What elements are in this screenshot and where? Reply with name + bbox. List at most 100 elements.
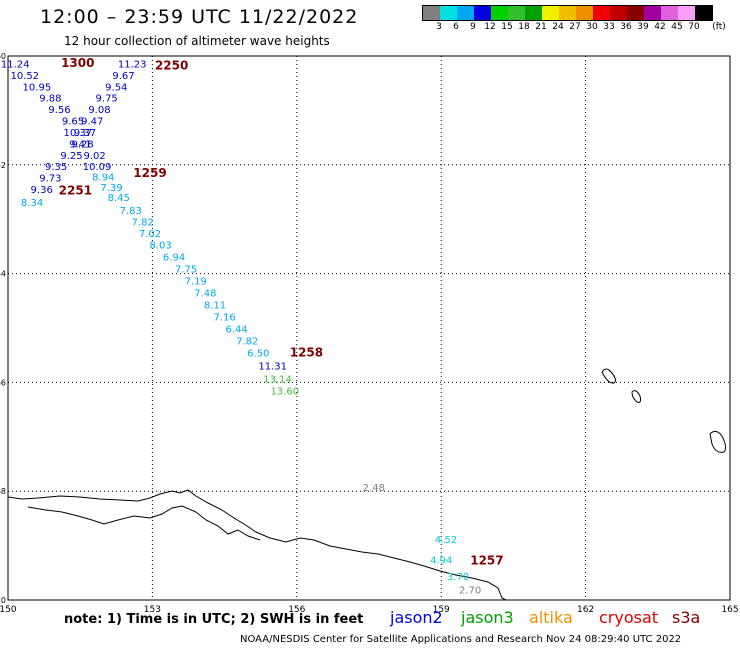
wave-height-point: 2.70	[459, 585, 481, 596]
wave-height-point: 10.09	[83, 162, 112, 173]
wave-height-point: 7.82	[132, 218, 154, 229]
wave-height-point: 9.28	[71, 139, 93, 150]
legend-label: 27	[569, 22, 581, 32]
wave-height-point: 7.48	[194, 288, 216, 299]
wave-height-point: 9.37	[74, 128, 96, 139]
wave-height-point: 4.52	[435, 535, 457, 546]
legend-swatch	[627, 6, 644, 20]
wave-height-point: 4.94	[430, 556, 452, 567]
wave-height-point: 8.11	[204, 300, 226, 311]
wave-height-point: 3.70	[447, 572, 469, 583]
footer-credit: NOAA/NESDIS Center for Satellite Applica…	[240, 634, 682, 645]
y-tick-label: -60	[0, 52, 6, 61]
satellite-jason3: jason3	[461, 608, 514, 627]
island-outline	[709, 430, 727, 453]
wave-height-point: 7.39	[100, 183, 122, 194]
coastline	[7, 489, 507, 601]
legend-label: 39	[637, 22, 649, 32]
y-tick-label: -66	[0, 378, 6, 387]
legend-label: 24	[552, 22, 564, 32]
pass-time-label: 1257	[470, 554, 503, 568]
wave-height-point: 9.41	[69, 139, 91, 150]
wave-height-point: 11.24	[1, 59, 30, 70]
legend-swatch	[508, 6, 525, 20]
wave-height-point: 6.94	[163, 253, 185, 264]
satellite-jason2: jason2	[390, 608, 443, 627]
legend-swatch	[695, 6, 712, 20]
pass-time-label: 1300	[61, 56, 94, 70]
satellite-altika: altika	[529, 608, 573, 627]
legend-swatch	[457, 6, 474, 20]
legend-label: (ft)	[712, 22, 726, 32]
legend-swatch	[576, 6, 593, 20]
legend-label: 42	[654, 22, 666, 32]
legend-label: 45	[671, 22, 683, 32]
island-outline	[601, 368, 616, 384]
pass-time-label: 2251	[59, 184, 92, 198]
legend-swatch	[678, 6, 695, 20]
wave-height-point: 9.02	[84, 151, 106, 162]
x-tick-label: 150	[0, 605, 17, 615]
wave-height-point: 9.67	[112, 71, 134, 82]
chart-subtitle: 12 hour collection of altimeter wave hei…	[64, 34, 330, 48]
legend-label: 9	[470, 22, 476, 32]
legend-label: 33	[603, 22, 615, 32]
wave-height-point: 9.08	[88, 105, 110, 116]
wave-height-point: 9.25	[60, 151, 82, 162]
legend-swatch	[423, 6, 440, 20]
ice-shelf-edge	[27, 505, 261, 541]
legend-swatch	[593, 6, 610, 20]
legend-label: 6	[453, 22, 459, 32]
pass-time-label: 1259	[133, 166, 166, 180]
island-outline	[631, 390, 642, 403]
legend-label: 3	[436, 22, 442, 32]
legend-swatch	[644, 6, 661, 20]
legend-swatch	[559, 6, 576, 20]
footer-note: note: 1) Time is in UTC; 2) SWH is in fe…	[64, 612, 364, 627]
wave-height-point: 9.47	[81, 117, 103, 128]
wave-height-point: 8.34	[21, 198, 43, 209]
wave-height-point: 8.03	[149, 241, 171, 252]
wave-height-point: 7.82	[236, 336, 258, 347]
plot-frame	[7, 55, 731, 601]
legend-swatch	[661, 6, 678, 20]
legend-label: 18	[518, 22, 530, 32]
legend-swatch	[440, 6, 457, 20]
pass-time-label: 2250	[155, 59, 188, 73]
wave-height-point: 8.94	[92, 173, 114, 184]
wave-height-point: 10.37	[63, 128, 92, 139]
wave-height-point: 6.50	[247, 348, 269, 359]
wave-height-point: 7.83	[120, 206, 142, 217]
color-scale-legend	[422, 5, 713, 21]
wave-height-point: 11.23	[118, 59, 147, 70]
x-tick-label: 153	[144, 605, 161, 615]
legend-label: 12	[484, 22, 496, 32]
wave-height-point: 7.16	[213, 312, 235, 323]
legend-label: 21	[535, 22, 547, 32]
y-tick-label: -68	[0, 487, 6, 496]
legend-label: 36	[620, 22, 632, 32]
wave-height-point: 9.35	[45, 162, 67, 173]
legend-swatch	[542, 6, 559, 20]
legend-label: 70	[688, 22, 700, 32]
wave-height-point: 10.95	[23, 82, 52, 93]
wave-height-point: 9.36	[31, 185, 53, 196]
legend-swatch	[525, 6, 542, 20]
wave-height-point: 9.65	[62, 117, 84, 128]
wave-height-point: 9.56	[48, 105, 70, 116]
legend-label: 30	[586, 22, 598, 32]
legend-label: 15	[501, 22, 513, 32]
y-tick-label: -62	[0, 161, 6, 170]
wave-height-point: 13.14	[263, 374, 292, 385]
x-tick-label: 162	[577, 605, 594, 615]
pass-time-label: 1258	[290, 345, 323, 359]
x-tick-label: 165	[721, 605, 738, 615]
wave-height-point: 8.45	[108, 193, 130, 204]
satellite-s3a: s3a	[672, 608, 701, 627]
wave-height-point: 9.73	[39, 174, 61, 185]
legend-swatch	[491, 6, 508, 20]
wave-height-point: 11.31	[258, 361, 287, 372]
wave-height-point: 9.88	[39, 94, 61, 105]
